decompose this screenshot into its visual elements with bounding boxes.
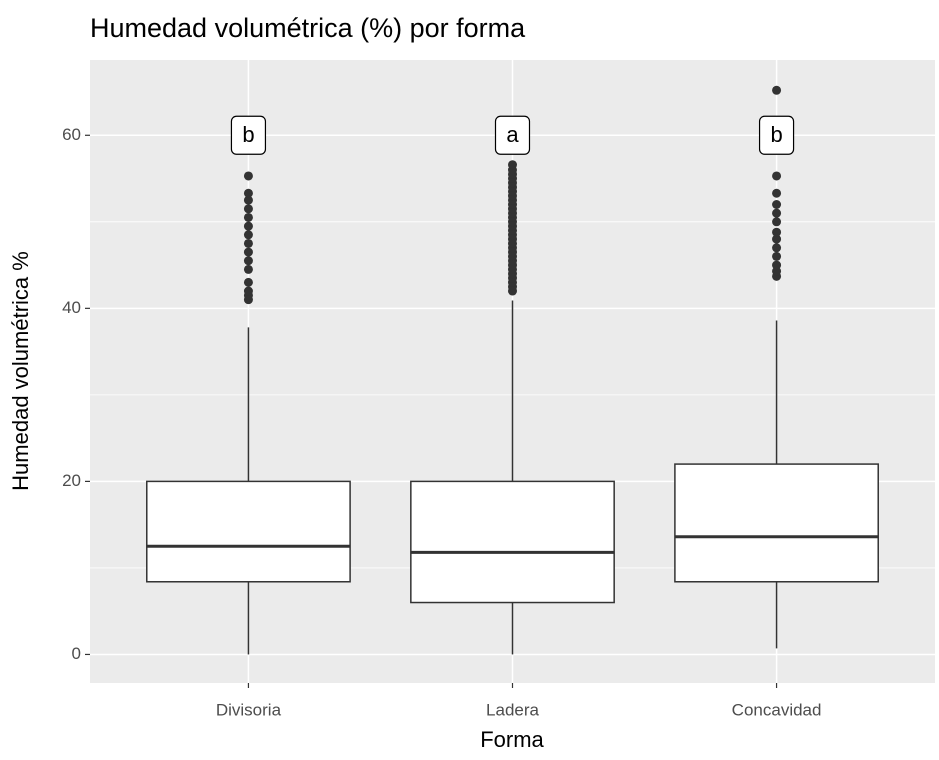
- outlier: [243, 188, 253, 198]
- outlier: [243, 212, 253, 222]
- outlier: [772, 234, 782, 244]
- y-tick-label: 40: [62, 298, 81, 317]
- outlier: [243, 204, 253, 214]
- outlier: [772, 217, 782, 227]
- outlier: [772, 227, 782, 237]
- x-axis-label: Forma: [480, 727, 544, 752]
- chart-title: Humedad volumétrica (%) por forma: [90, 13, 526, 43]
- letter-label: b: [242, 122, 254, 147]
- outlier: [772, 243, 782, 253]
- letter-label: a: [506, 122, 519, 147]
- outlier: [243, 247, 253, 257]
- outlier: [772, 200, 782, 210]
- y-axis-label: Humedad volumétrica %: [8, 251, 33, 491]
- y-tick-label: 60: [62, 125, 81, 144]
- outlier: [243, 230, 253, 240]
- outlier: [243, 238, 253, 248]
- box: [674, 463, 879, 583]
- letter-box: [230, 115, 267, 155]
- outlier: [243, 256, 253, 266]
- x-tick-label: Concavidad: [732, 700, 822, 719]
- outlier: [772, 85, 782, 95]
- outlier: [772, 188, 782, 198]
- outlier: [508, 160, 517, 170]
- outlier: [243, 286, 253, 296]
- x-tick-label: Ladera: [486, 700, 539, 719]
- outlier: [243, 277, 253, 287]
- outlier: [772, 208, 782, 218]
- outlier: [243, 221, 253, 231]
- letter-label: b: [770, 122, 782, 147]
- outlier: [243, 171, 253, 181]
- letter-box: [494, 115, 531, 155]
- x-tick-label: Divisoria: [216, 700, 282, 719]
- outlier: [772, 171, 782, 181]
- outlier: [772, 260, 782, 270]
- y-tick-label: 20: [62, 471, 81, 490]
- outlier: [243, 195, 253, 205]
- box: [146, 480, 351, 583]
- y-tick-label: 0: [72, 644, 81, 663]
- letter-box: [758, 115, 795, 155]
- outlier: [243, 264, 253, 274]
- box: [410, 480, 615, 604]
- outlier: [772, 251, 782, 261]
